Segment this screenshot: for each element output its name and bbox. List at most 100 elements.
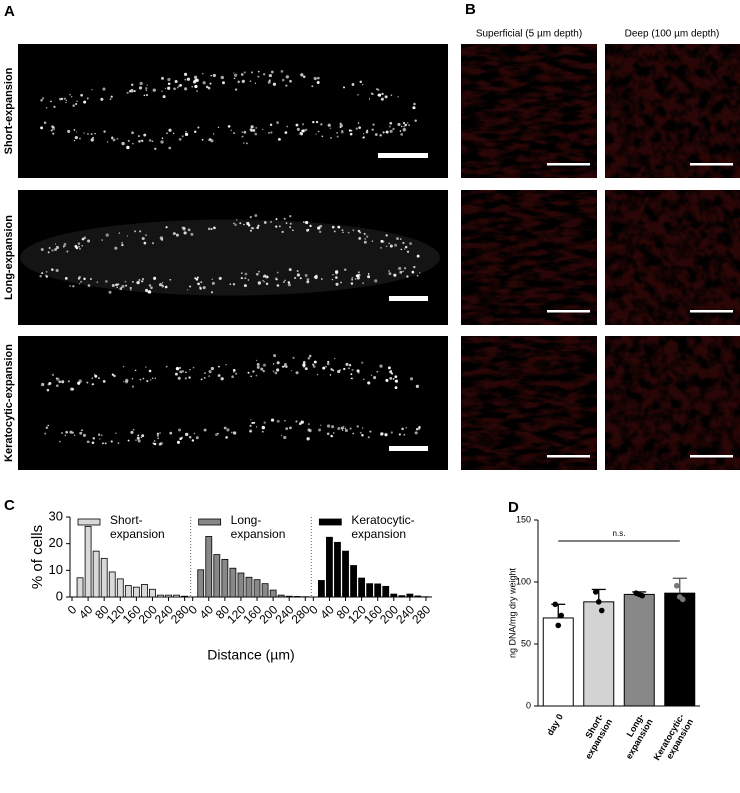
nucleus xyxy=(337,370,341,374)
nucleus xyxy=(284,363,287,366)
nucleus xyxy=(207,139,210,141)
nucleus xyxy=(317,130,320,133)
nucleus xyxy=(133,90,136,93)
nucleus xyxy=(131,385,135,388)
nucleus xyxy=(179,438,182,440)
nucleus xyxy=(211,278,213,281)
nucleus xyxy=(325,366,327,368)
nucleus xyxy=(203,376,206,379)
nucleus xyxy=(413,102,416,106)
nucleus xyxy=(362,133,365,135)
nucleus xyxy=(141,278,144,281)
nucleus xyxy=(81,237,85,241)
nucleus xyxy=(119,287,123,291)
nucleus xyxy=(45,275,48,278)
nucleus xyxy=(404,248,406,250)
significance-label: n.s. xyxy=(613,529,626,538)
nucleus xyxy=(169,431,173,435)
nucleus xyxy=(175,366,180,371)
nucleus xyxy=(39,274,42,278)
column-label: Deep (100 µm depth) xyxy=(625,29,720,40)
nucleus xyxy=(96,281,98,283)
nucleus xyxy=(45,271,48,273)
nucleus xyxy=(409,377,414,381)
nucleus xyxy=(153,276,157,280)
nucleus xyxy=(225,364,227,366)
nucleus xyxy=(244,272,248,276)
nucleus xyxy=(139,81,143,86)
nucleus xyxy=(319,424,322,426)
actin-texture xyxy=(605,44,740,178)
nucleus xyxy=(252,227,255,230)
nucleus xyxy=(56,377,60,381)
nucleus xyxy=(78,247,81,250)
nucleus xyxy=(53,105,56,108)
nucleus xyxy=(416,254,420,258)
nucleus xyxy=(315,120,319,124)
nucleus xyxy=(72,285,75,288)
legend-label: Keratocytic-expansion xyxy=(351,513,414,541)
y-tick-label: 50 xyxy=(521,638,531,648)
nucleus xyxy=(60,97,64,100)
nucleus xyxy=(227,125,231,128)
y-tick-label: 150 xyxy=(516,514,531,524)
x-tick-label: 280 xyxy=(409,602,433,626)
nucleus xyxy=(242,142,245,144)
nucleus xyxy=(350,282,354,285)
nucleus xyxy=(109,98,112,101)
bar xyxy=(149,588,156,598)
nucleus xyxy=(337,225,341,229)
nucleus xyxy=(330,368,333,371)
nucleus xyxy=(342,231,344,233)
nucleus xyxy=(313,76,317,81)
nucleus xyxy=(145,87,148,90)
nucleus xyxy=(97,433,101,436)
nucleus xyxy=(196,90,198,92)
nucleus xyxy=(141,236,145,241)
nucleus xyxy=(165,365,168,368)
nucleus xyxy=(385,95,388,99)
nucleus xyxy=(176,440,180,444)
nucleus xyxy=(184,371,187,374)
bar xyxy=(229,567,237,598)
nucleus xyxy=(48,247,51,249)
nucleus xyxy=(249,80,252,82)
nucleus xyxy=(315,133,317,135)
nucleus xyxy=(167,77,171,82)
nucleus xyxy=(302,365,306,368)
nucleus xyxy=(210,75,212,77)
nucleus xyxy=(363,232,366,235)
nucleus xyxy=(208,370,212,374)
nucleus xyxy=(138,86,143,90)
nucleus xyxy=(416,274,419,277)
nucleus xyxy=(281,230,284,234)
nucleus xyxy=(132,281,134,283)
nucleus xyxy=(285,84,288,87)
nucleus xyxy=(356,425,359,428)
nucleus xyxy=(269,123,273,127)
nucleus xyxy=(390,431,393,434)
nucleus xyxy=(44,432,47,435)
nucleus xyxy=(69,430,73,434)
nucleus xyxy=(243,223,245,226)
nucleus xyxy=(312,121,315,124)
y-tick-label: 20 xyxy=(49,535,63,550)
nucleus xyxy=(69,94,71,96)
nucleus xyxy=(73,139,76,142)
scale-bar xyxy=(547,163,590,166)
nucleus xyxy=(212,133,215,135)
nucleus xyxy=(173,132,175,135)
nucleus xyxy=(348,367,350,370)
nucleus xyxy=(265,282,269,286)
nucleus xyxy=(192,366,195,369)
nucleus xyxy=(340,281,342,284)
nucleus xyxy=(239,222,242,225)
nucleus xyxy=(104,442,107,445)
nucleus xyxy=(243,71,246,74)
nucleus xyxy=(189,368,191,371)
nucleus xyxy=(377,94,380,97)
nucleus xyxy=(112,138,116,142)
nucleus xyxy=(90,278,92,280)
nucleus xyxy=(179,366,181,369)
data-point xyxy=(555,622,562,629)
